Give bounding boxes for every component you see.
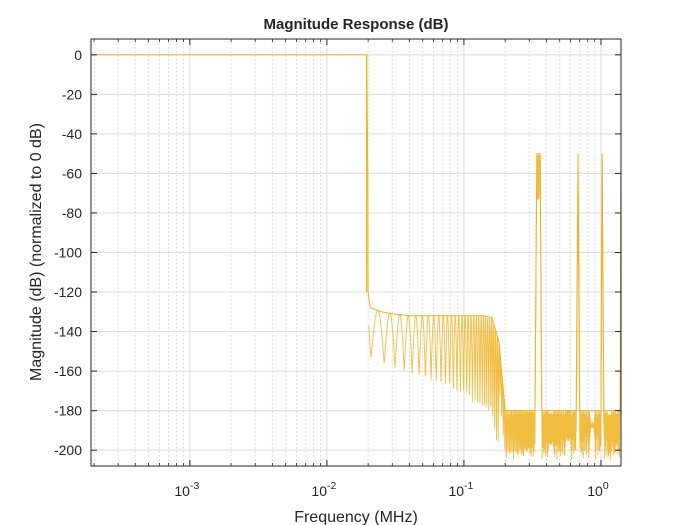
series-layer [91, 54, 622, 461]
x-tick-label: 10-2 [311, 480, 336, 499]
y-tick-label: -60 [62, 165, 82, 181]
x-tick-label: 100 [587, 480, 609, 499]
tick-marks [91, 39, 621, 466]
y-tick-label: -80 [62, 205, 82, 221]
plot-area [90, 38, 622, 467]
y-tick-label: -200 [54, 442, 82, 458]
y-tick-label: 0 [74, 47, 82, 63]
chart-title: Magnitude Response (dB) [263, 16, 448, 33]
y-tick-label: -140 [54, 324, 82, 340]
x-tick-label: 10-3 [174, 480, 199, 499]
y-tick-labels: 0 -20 -40 -60 -80 -100 -120 -140 -160 -180 -200 [54, 47, 82, 458]
x-tick-labels: 10-3 10-2 10-1 100 [174, 480, 608, 499]
x-axis-label: Frequency (MHz) [294, 509, 418, 525]
y-tick-label: -40 [62, 126, 82, 142]
response-envelope [91, 54, 622, 412]
y-tick-label: -180 [54, 403, 82, 419]
y-tick-label: -20 [62, 86, 82, 102]
stopband-ripple [368, 153, 622, 461]
y-tick-label: -120 [54, 284, 82, 300]
y-tick-label: -100 [54, 245, 82, 261]
y-tick-label: -160 [54, 363, 82, 379]
y-axis-label: Magnitude (dB) (normalized to 0 dB) [28, 123, 45, 381]
x-tick-label: 10-1 [448, 480, 473, 499]
